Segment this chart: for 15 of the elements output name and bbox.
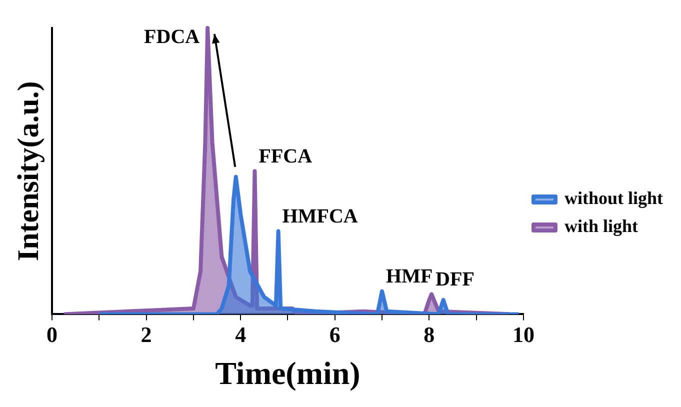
annotation: DFF	[436, 268, 474, 290]
annotation: FDCA	[144, 26, 200, 48]
annotation: HMFCA	[282, 205, 358, 228]
x-tick-label: 0	[46, 322, 58, 348]
legend-label: with light	[564, 216, 638, 236]
x-axis-title: Time(min)	[215, 355, 360, 392]
annotation: FFCA	[258, 145, 313, 168]
x-tick-label: 8	[424, 322, 435, 348]
x-tick-label: 6	[329, 322, 340, 348]
x-tick-label: 4	[235, 322, 246, 348]
legend-label: without light	[564, 188, 664, 208]
x-tick-label: 10	[512, 322, 534, 348]
annotation: HMF	[386, 265, 433, 288]
x-tick-label: 2	[140, 322, 152, 348]
y-axis-title: Intensity(a.u.)	[12, 81, 45, 262]
